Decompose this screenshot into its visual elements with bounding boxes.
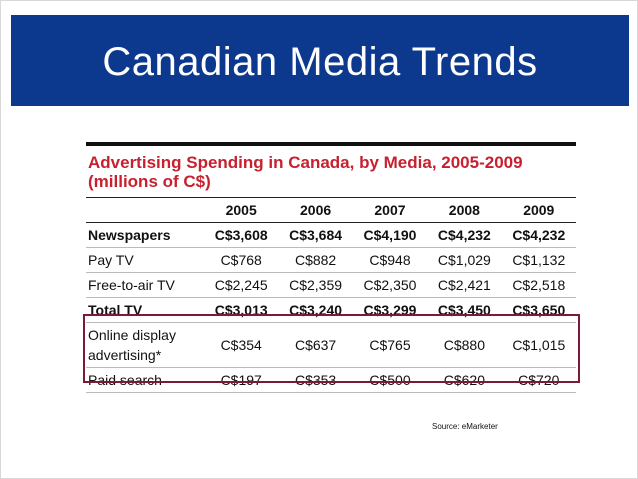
cell: C$197 [204,367,279,393]
cell: C$4,190 [352,222,428,248]
table-row: Newspapers C$3,608 C$3,684 C$4,190 C$4,232 C$… [86,222,576,248]
cell: C$3,013 [204,297,279,323]
row-label: Pay TV [86,247,204,273]
cell: C$2,421 [427,272,502,298]
cell: C$3,450 [427,297,502,323]
cell: C$3,299 [352,297,428,323]
cell: C$882 [278,247,353,273]
cell: C$2,518 [501,272,576,298]
banner: Canadian Media Trends [11,15,629,106]
cell: C$1,015 [501,322,576,368]
cell: C$1,132 [501,247,576,273]
table-row: Total TV C$3,013 C$3,240 C$3,299 C$3,450 C$3,… [86,297,576,323]
cell: C$620 [427,367,502,393]
column-header: 2007 [352,198,428,223]
cell: C$1,029 [427,247,502,273]
table-row: Online display advertising* C$354 C$637 C$7… [86,322,576,368]
row-label: Newspapers [86,222,204,248]
source-note: Source: eMarketer [432,422,498,431]
cell: C$3,650 [501,297,576,323]
table-row: Free-to-air TV C$2,245 C$2,359 C$2,350 C$2,4… [86,272,576,298]
header-row: 2005 2006 2007 2008 2009 [86,198,576,223]
table-row: Paid search C$197 C$353 C$500 C$620 C$720 [86,367,576,393]
column-header: 2008 [427,198,502,223]
row-label: Paid search [86,367,204,393]
cell: C$2,245 [204,272,279,298]
cell: C$637 [278,322,353,368]
row-label: Total TV [86,297,204,323]
cell: C$500 [352,367,428,393]
cell: C$2,359 [278,272,353,298]
column-header: 2009 [501,198,576,223]
cell: C$353 [278,367,353,393]
cell: C$3,608 [204,222,279,248]
cell: C$880 [427,322,502,368]
cell: C$765 [352,322,428,368]
table-block: Advertising Spending in Canada, by Media… [86,142,576,393]
table-subtitle: (millions of C$) [88,172,211,191]
cell: C$4,232 [501,222,576,248]
row-label: Online display advertising* [86,322,204,368]
column-header: 2006 [278,198,353,223]
slide-title: Canadian Media Trends [102,40,538,84]
cell: C$948 [352,247,428,273]
table-title-line: Advertising Spending in Canada, by Media… [88,153,523,172]
header-cell [86,198,204,223]
row-label: Free-to-air TV [86,272,204,298]
column-header: 2005 [204,198,279,223]
cell: C$720 [501,367,576,393]
table-title: Advertising Spending in Canada, by Media… [86,146,576,198]
table-row: Pay TV C$768 C$882 C$948 C$1,029 C$1,132 [86,247,576,273]
cell: C$2,350 [352,272,428,298]
table: 2005 2006 2007 2008 2009 Newspapers C$3,608 C$… [86,198,576,393]
cell: C$3,240 [278,297,353,323]
cell: C$3,684 [278,222,353,248]
cell: C$354 [204,322,279,368]
cell: C$768 [204,247,279,273]
cell: C$4,232 [427,222,502,248]
